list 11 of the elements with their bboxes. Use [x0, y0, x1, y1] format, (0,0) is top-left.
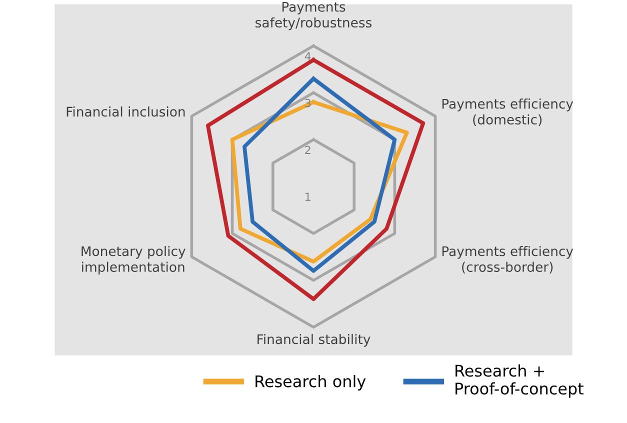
- spoke-label: Monetary policy implementation: [82, 246, 186, 275]
- legend-label: Research only: [256, 374, 366, 390]
- y-tick-label: 2: [305, 146, 310, 154]
- legend-label: Research + Proof-of-concept: [456, 364, 584, 398]
- y-tick-label: 1: [306, 192, 310, 201]
- y-tick-label: 4: [304, 52, 311, 60]
- spoke-label: Financial stability: [258, 334, 370, 347]
- spoke-label: Payments efficiency (domestic): [442, 98, 574, 126]
- spoke-label: Payments safety/robustness: [256, 2, 372, 30]
- spoke-label: Payments efficiency (cross-border): [442, 246, 574, 274]
- spoke-label: Financial inclusion: [66, 106, 185, 117]
